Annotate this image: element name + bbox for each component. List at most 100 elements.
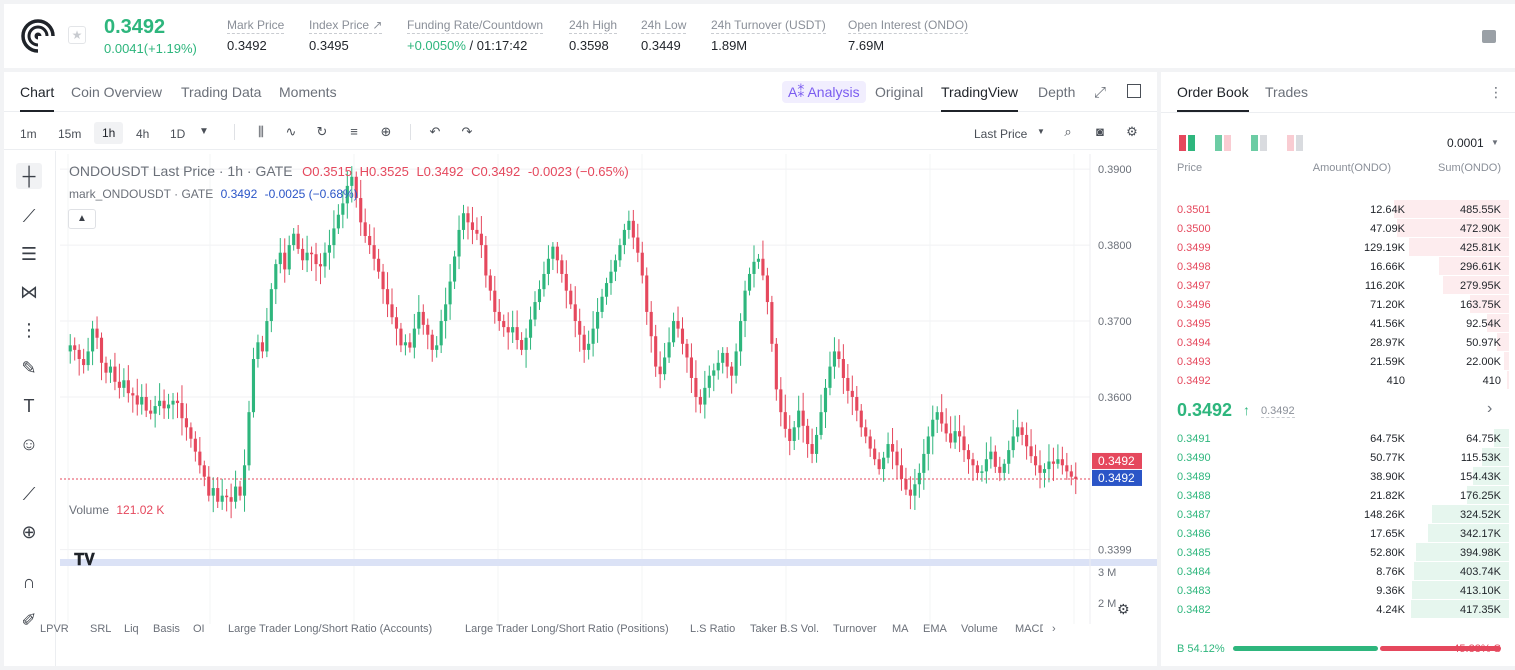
bid-row[interactable]: 0.3488 21.82K 176.25K bbox=[1161, 486, 1515, 505]
price-type-select[interactable]: Last Price bbox=[974, 127, 1028, 141]
settings-gear-icon[interactable]: ⚙ bbox=[1126, 124, 1138, 139]
timeframe-1d[interactable]: 1D bbox=[170, 127, 186, 141]
tradingview-tab[interactable]: TradingView bbox=[941, 84, 1019, 112]
expand-icon[interactable]: ⤢ bbox=[1094, 84, 1107, 101]
indicator-turnover[interactable]: Turnover bbox=[833, 623, 877, 635]
exchange-logo[interactable] bbox=[20, 18, 56, 54]
favorite-star-icon[interactable]: ★ bbox=[68, 26, 86, 44]
mode-trades-icon[interactable] bbox=[1287, 135, 1303, 151]
undo-icon[interactable]: ↶ bbox=[429, 124, 441, 139]
candle-body bbox=[573, 304, 577, 322]
indicator-ma[interactable]: MA bbox=[892, 623, 909, 635]
camera-icon[interactable]: ◙ bbox=[1096, 124, 1104, 139]
search-icon[interactable]: ⌕ bbox=[1064, 124, 1072, 139]
magnet-icon[interactable]: ∩ bbox=[22, 572, 36, 592]
ruler-icon[interactable]: ⟋ bbox=[22, 484, 36, 504]
book-icon[interactable] bbox=[1482, 30, 1496, 43]
precision-select[interactable]: 0.0001 bbox=[1447, 136, 1484, 150]
trend-line-icon[interactable]: ⟋ bbox=[22, 206, 36, 226]
mode-both-icon[interactable] bbox=[1179, 135, 1195, 151]
timeframe-15m[interactable]: 15m bbox=[58, 127, 82, 141]
mode-asks-icon[interactable] bbox=[1251, 135, 1267, 151]
compare-icon[interactable]: ↻ bbox=[316, 124, 328, 139]
timeframe-1m[interactable]: 1m bbox=[20, 127, 37, 141]
candlestick-chart[interactable]: 0.39000.38000.37000.36000.33994151617181… bbox=[60, 154, 1157, 624]
pencil-lock-icon[interactable]: ✐ bbox=[21, 610, 37, 630]
indicator-srl[interactable]: SRL bbox=[90, 623, 112, 635]
more-options-icon[interactable]: ⋮ bbox=[1489, 84, 1503, 100]
bid-row[interactable]: 0.3490 50.77K 115.53K bbox=[1161, 448, 1515, 467]
indicator-lt-accounts[interactable]: Large Trader Long/Short Ratio (Accounts) bbox=[228, 623, 433, 635]
stat-label[interactable]: Mark Price bbox=[227, 18, 285, 34]
indicator-lpvr[interactable]: LPVR bbox=[40, 623, 69, 635]
pattern-icon[interactable]: ⋈ bbox=[20, 282, 38, 302]
bid-row[interactable]: 0.3489 38.90K 154.43K bbox=[1161, 467, 1515, 486]
fullscreen-icon[interactable] bbox=[1127, 84, 1141, 98]
chart-settings-icon[interactable]: ⚙ bbox=[1117, 601, 1130, 617]
indicator-ls-ratio[interactable]: L.S Ratio bbox=[690, 623, 736, 635]
tab-trading-data[interactable]: Trading Data bbox=[181, 84, 262, 100]
indicator-taker-vol[interactable]: Taker B.S Vol. bbox=[750, 623, 820, 635]
timeframe-1h[interactable]: 1h bbox=[94, 122, 124, 144]
chevron-right-icon[interactable]: › bbox=[1487, 400, 1493, 417]
crosshair-icon[interactable]: ┼ bbox=[16, 163, 42, 189]
tab-order-book[interactable]: Order Book bbox=[1177, 84, 1249, 112]
bid-row[interactable]: 0.3482 4.24K 417.35K bbox=[1161, 600, 1515, 619]
brush-icon[interactable]: ✎ bbox=[21, 358, 37, 378]
ask-row[interactable]: 0.3496 71.20K 163.75K bbox=[1161, 295, 1515, 314]
bid-row[interactable]: 0.3487 148.26K 324.52K bbox=[1161, 505, 1515, 524]
depth-tab[interactable]: Depth bbox=[1038, 84, 1076, 100]
stat-label[interactable]: Index Price ↗ bbox=[309, 18, 383, 34]
horizontal-lines-icon[interactable]: ☰ bbox=[20, 244, 38, 264]
template-icon[interactable]: ≡ bbox=[350, 124, 358, 139]
zoom-in-icon[interactable]: ⊕ bbox=[21, 522, 37, 542]
timeframe-dropdown-icon[interactable]: ▼ bbox=[199, 126, 209, 137]
emoji-icon[interactable]: ☺ bbox=[19, 434, 39, 454]
ask-row[interactable]: 0.3493 21.59K 22.00K bbox=[1161, 352, 1515, 371]
stat-label[interactable]: 24h Low bbox=[641, 18, 687, 34]
ai-analysis-button[interactable]: A⁑ Analysis bbox=[782, 81, 866, 103]
tab-coin-overview[interactable]: Coin Overview bbox=[71, 84, 163, 100]
bid-row[interactable]: 0.3483 9.36K 413.10K bbox=[1161, 581, 1515, 600]
indicators-icon[interactable]: ∿ bbox=[285, 124, 297, 139]
indicator-ema[interactable]: EMA bbox=[923, 623, 947, 635]
stat-label[interactable]: 24h Turnover (USDT) bbox=[711, 18, 826, 34]
ask-row[interactable]: 0.3500 47.09K 472.90K bbox=[1161, 219, 1515, 238]
tab-trades[interactable]: Trades bbox=[1265, 84, 1309, 100]
timeframe-4h[interactable]: 4h bbox=[136, 127, 150, 141]
redo-icon[interactable]: ↷ bbox=[461, 124, 473, 139]
indicator-basis[interactable]: Basis bbox=[153, 623, 180, 635]
mode-bids-icon[interactable] bbox=[1215, 135, 1231, 151]
collapse-legend-button[interactable]: ▲ bbox=[68, 209, 96, 229]
bid-row[interactable]: 0.3491 64.75K 64.75K bbox=[1161, 429, 1515, 448]
original-view-tab[interactable]: Original bbox=[875, 84, 924, 100]
text-tool-icon[interactable]: T bbox=[23, 396, 35, 416]
ask-row[interactable]: 0.3499 129.19K 425.81K bbox=[1161, 238, 1515, 257]
indicator-liq[interactable]: Liq bbox=[124, 623, 139, 635]
indicator-oi[interactable]: OI bbox=[193, 623, 205, 635]
bid-row[interactable]: 0.3485 52.80K 394.98K bbox=[1161, 543, 1515, 562]
stat-label[interactable]: 24h High bbox=[569, 18, 618, 34]
candle-type-icon[interactable]: ⫼ bbox=[258, 124, 264, 139]
ask-row[interactable]: 0.3495 41.56K 92.54K bbox=[1161, 314, 1515, 333]
indicator-volume[interactable]: Volume bbox=[961, 623, 998, 635]
stat-label[interactable]: Funding Rate/Countdown bbox=[407, 18, 544, 34]
indicator-lt-positions[interactable]: Large Trader Long/Short Ratio (Positions… bbox=[465, 623, 669, 635]
ask-row[interactable]: 0.3497 116.20K 279.95K bbox=[1161, 276, 1515, 295]
ask-row[interactable]: 0.3494 28.97K 50.97K bbox=[1161, 333, 1515, 352]
add-alert-icon[interactable]: ⊕ bbox=[380, 124, 392, 139]
fib-icon[interactable]: ⋮ bbox=[20, 320, 38, 340]
scroll-right-icon[interactable]: › bbox=[1052, 623, 1056, 635]
tradingview-logo[interactable]: 𝐓𝐕 bbox=[74, 552, 95, 569]
indicator-macd[interactable]: MACD bbox=[1015, 623, 1043, 635]
ask-row[interactable]: 0.3498 16.66K 296.61K bbox=[1161, 257, 1515, 276]
tab-moments[interactable]: Moments bbox=[279, 84, 337, 100]
chevron-down-icon[interactable]: ▼ bbox=[1037, 127, 1045, 136]
bid-row[interactable]: 0.3486 17.65K 342.17K bbox=[1161, 524, 1515, 543]
ask-row[interactable]: 0.3501 12.64K 485.55K bbox=[1161, 200, 1515, 219]
ask-row[interactable]: 0.3492 410 410 bbox=[1161, 371, 1515, 390]
tab-chart[interactable]: Chart bbox=[20, 84, 55, 112]
bid-row[interactable]: 0.3484 8.76K 403.74K bbox=[1161, 562, 1515, 581]
chevron-down-icon[interactable]: ▼ bbox=[1491, 138, 1499, 147]
stat-label[interactable]: Open Interest (ONDO) bbox=[848, 18, 969, 34]
